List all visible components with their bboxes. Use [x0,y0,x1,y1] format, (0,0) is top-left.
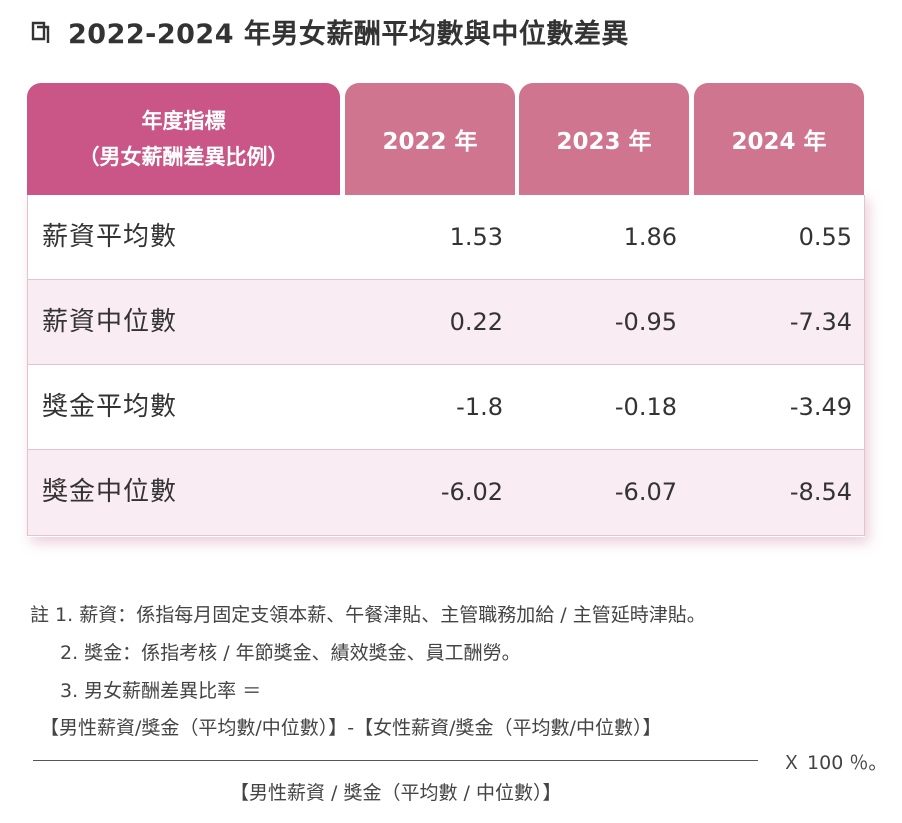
formula-numerator: 【男性薪資/獎金（平均數/中位數）】-【女性薪資/獎金（平均數/中位數）】 [40,717,662,739]
formula-multiplier: Ｘ 100 ％。 [782,752,888,774]
header-year-2024: 2024 年 [694,83,864,195]
table-body: 薪資平均數 1.53 1.86 0.55 薪資中位數 0.22 -0.95 -7… [27,195,865,536]
header-indicator-line2: （男女薪酬差異比例） [78,145,289,169]
table-row: 獎金中位數 -6.02 -6.07 -8.54 [28,450,864,535]
footnote-1: 註 1. 薪資：係指每月固定支領本薪、午餐津貼、主管職務加給 / 主管延時津貼。 [30,604,706,626]
cell-value: -8.54 [789,478,852,506]
table-row: 獎金平均數 -1.8 -0.18 -3.49 [28,365,864,450]
table-header: 年度指標 （男女薪酬差異比例） 2022 年 2023 年 2024 年 [27,83,865,195]
cell-value: -0.18 [614,393,677,421]
cell-value: -0.95 [614,308,677,336]
row-label: 薪資中位數 [42,307,178,337]
fraction-line [33,760,758,761]
table-row: 薪資中位數 0.22 -0.95 -7.34 [28,280,864,365]
cell-value: -3.49 [789,393,852,421]
cell-value: -6.07 [614,478,677,506]
header-year-2022: 2022 年 [345,83,515,195]
cell-value: 1.53 [449,223,503,251]
cell-value: -7.34 [789,308,852,336]
header-year-2023: 2023 年 [519,83,689,195]
formula-denominator: 【男性薪資 / 獎金（平均數 / 中位數）】 [230,782,562,804]
table-row: 薪資平均數 1.53 1.86 0.55 [28,195,864,280]
page-title: 2022-2024 年男女薪酬平均數與中位數差異 [68,19,629,50]
footnotes: 註 1. 薪資：係指每月固定支領本薪、午餐津貼、主管職務加給 / 主管延時津貼。… [30,596,706,710]
header-indicator-line1: 年度指標 [141,109,226,133]
footnote-3: 3. 男女薪酬差異比率 ＝ [60,680,262,702]
header-indicator: 年度指標 （男女薪酬差異比例） [27,83,340,195]
row-label: 獎金中位數 [42,477,178,507]
cell-value: -1.8 [456,393,503,421]
cell-value: 0.55 [798,223,852,251]
footnote-2: 2. 獎金：係指考核 / 年節獎金、績效獎金、員工酬勞。 [60,642,521,664]
title-row: 2022-2024 年男女薪酬平均數與中位數差異 [30,12,629,51]
row-label: 薪資平均數 [42,222,178,252]
document-icon [31,21,50,43]
cell-value: -6.02 [440,478,503,506]
cell-value: 1.86 [623,223,677,251]
row-label: 獎金平均數 [42,392,178,422]
cell-value: 0.22 [449,308,503,336]
